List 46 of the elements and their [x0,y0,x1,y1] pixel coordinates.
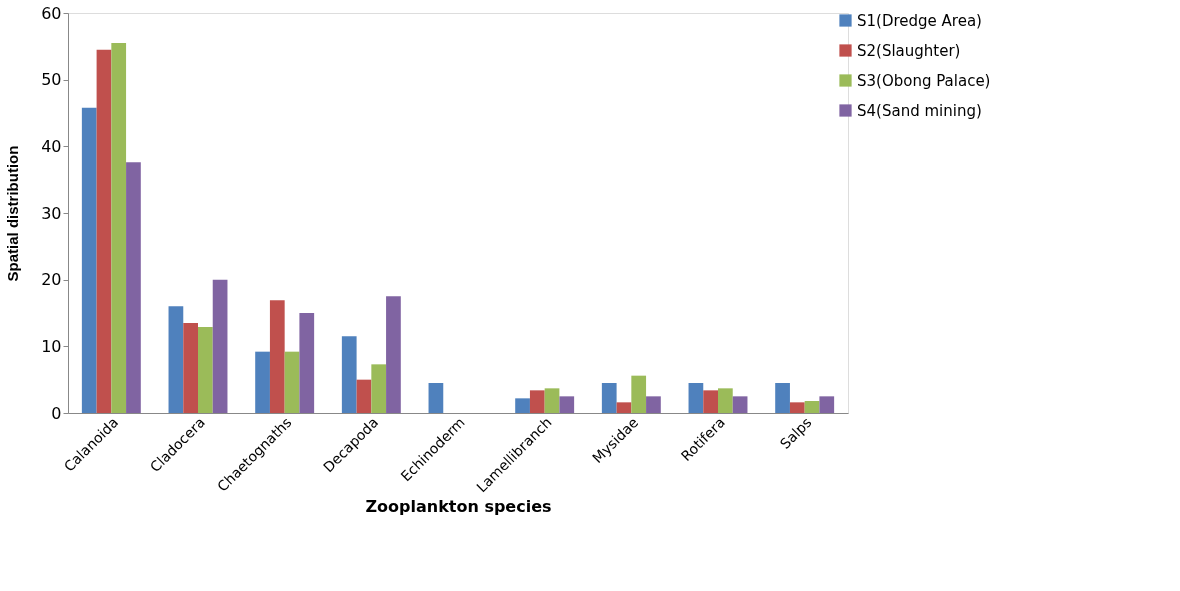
y-tick-label: 40 [41,136,62,156]
bar [428,383,444,413]
bar [819,396,835,413]
bar [544,388,560,413]
bar [515,398,530,413]
bar [126,162,141,413]
bar [703,390,718,413]
bar [789,402,805,413]
bar [718,388,733,413]
bar [299,313,315,413]
bar [255,351,270,413]
y-tick-label: 60 [41,3,62,23]
bar [631,375,647,413]
bar [616,402,632,413]
legend-label: S2(Slaughter) [857,41,961,60]
bar [386,296,401,413]
bar [646,396,661,413]
bar [371,364,387,413]
bar [529,390,545,413]
bar [96,49,112,413]
bar [111,43,127,413]
y-tick-label: 50 [41,70,62,90]
bar [804,401,820,413]
bar [212,279,228,413]
bar [168,306,184,413]
bar [284,351,300,413]
legend-label: S4(Sand mining) [857,101,982,120]
bar [81,107,97,413]
y-tick-label: 10 [41,336,62,356]
bar [183,323,198,413]
y-tick-label: 30 [41,203,62,223]
bar [775,383,790,413]
bar [559,396,575,413]
bar [269,300,285,413]
x-axis-title: Zooplankton species [365,497,552,517]
bar [688,383,704,413]
y-tick-label: 20 [41,270,62,290]
bar [732,396,748,413]
bar [198,327,213,413]
legend-label: S3(Obong Palace) [857,71,991,90]
bar [341,336,357,413]
legend-label: S1(Dredge Area) [857,11,982,30]
bar [356,379,372,413]
y-tick-label: 0 [51,403,62,423]
bar [601,383,617,413]
y-axis-title: Spatial distribution [4,145,22,282]
